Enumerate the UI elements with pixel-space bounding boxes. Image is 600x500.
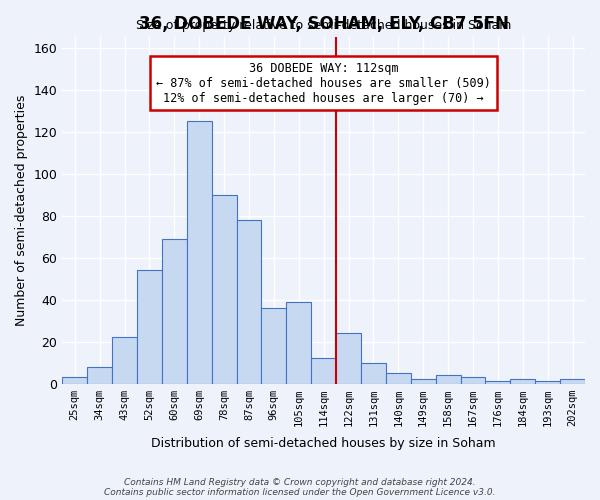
- Bar: [187, 122, 212, 384]
- Bar: [436, 375, 461, 384]
- Bar: [286, 302, 311, 384]
- Bar: [311, 358, 336, 384]
- Bar: [62, 377, 87, 384]
- Bar: [87, 366, 112, 384]
- Bar: [262, 308, 286, 384]
- Bar: [560, 380, 585, 384]
- Bar: [386, 373, 411, 384]
- Bar: [511, 380, 535, 384]
- Text: Size of property relative to semi-detached houses in Soham: Size of property relative to semi-detach…: [136, 18, 511, 32]
- Bar: [461, 377, 485, 384]
- Y-axis label: Number of semi-detached properties: Number of semi-detached properties: [15, 94, 28, 326]
- Bar: [212, 194, 236, 384]
- Bar: [411, 380, 436, 384]
- Text: Contains HM Land Registry data © Crown copyright and database right 2024.
Contai: Contains HM Land Registry data © Crown c…: [104, 478, 496, 497]
- Bar: [137, 270, 162, 384]
- Bar: [535, 382, 560, 384]
- Bar: [485, 382, 511, 384]
- Bar: [236, 220, 262, 384]
- Bar: [112, 338, 137, 384]
- Bar: [361, 362, 386, 384]
- Bar: [336, 333, 361, 384]
- Title: 36, DOBEDE WAY, SOHAM, ELY, CB7 5FN: 36, DOBEDE WAY, SOHAM, ELY, CB7 5FN: [139, 15, 509, 33]
- Text: 36 DOBEDE WAY: 112sqm
← 87% of semi-detached houses are smaller (509)
12% of sem: 36 DOBEDE WAY: 112sqm ← 87% of semi-deta…: [156, 62, 491, 104]
- Bar: [162, 239, 187, 384]
- X-axis label: Distribution of semi-detached houses by size in Soham: Distribution of semi-detached houses by …: [151, 437, 496, 450]
